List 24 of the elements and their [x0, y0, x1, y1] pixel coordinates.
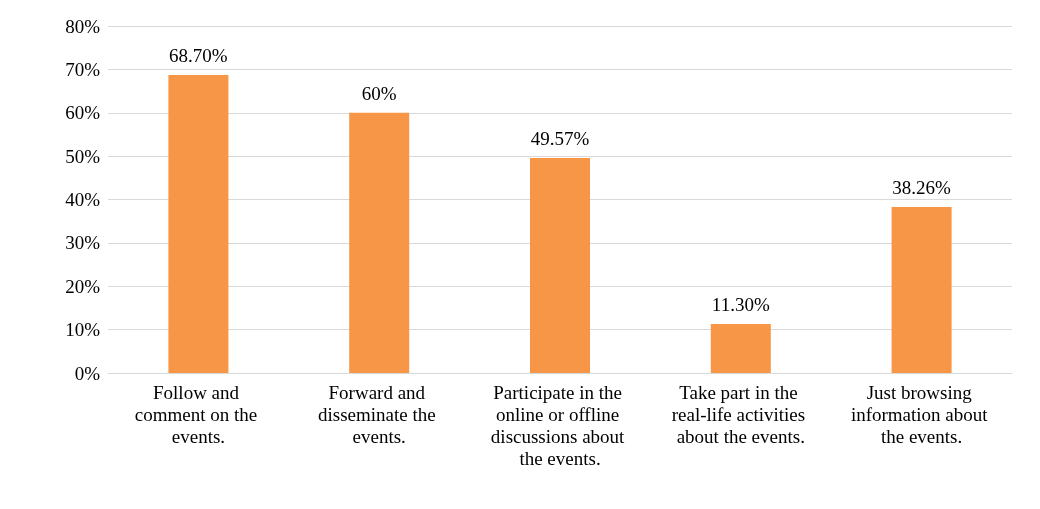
data-label: 38.26% [892, 177, 952, 199]
x-tick-label: Forward and disseminate the events. [317, 381, 441, 447]
data-label: 60% [361, 82, 397, 104]
data-label: 68.70% [169, 45, 228, 67]
y-tick-label: 20% [65, 275, 101, 297]
x-tick-label: Follow and comment on the events. [134, 381, 262, 447]
bar [168, 75, 229, 373]
bar [891, 207, 952, 373]
y-tick-label: 70% [65, 58, 101, 80]
bar [349, 112, 410, 373]
y-tick-label: 80% [65, 15, 101, 37]
y-tick-label: 50% [65, 145, 101, 167]
bar [530, 157, 590, 373]
y-tick-label: 60% [65, 102, 101, 124]
y-tick-label: 30% [65, 232, 101, 254]
x-tick-label: Take part in the real-life activities about the events. [671, 381, 810, 447]
y-tick-label: 40% [65, 189, 101, 210]
y-tick-label: 0% [74, 362, 101, 384]
x-tick-label: Participate in the online or offline discussions about the events. [490, 381, 630, 469]
y-tick-label: 10% [65, 319, 101, 341]
x-tick-label: Just browsing information about the events. [850, 381, 993, 447]
data-label: 49.57% [530, 127, 590, 149]
bar [710, 323, 771, 373]
data-label: 11.30% [711, 293, 770, 315]
